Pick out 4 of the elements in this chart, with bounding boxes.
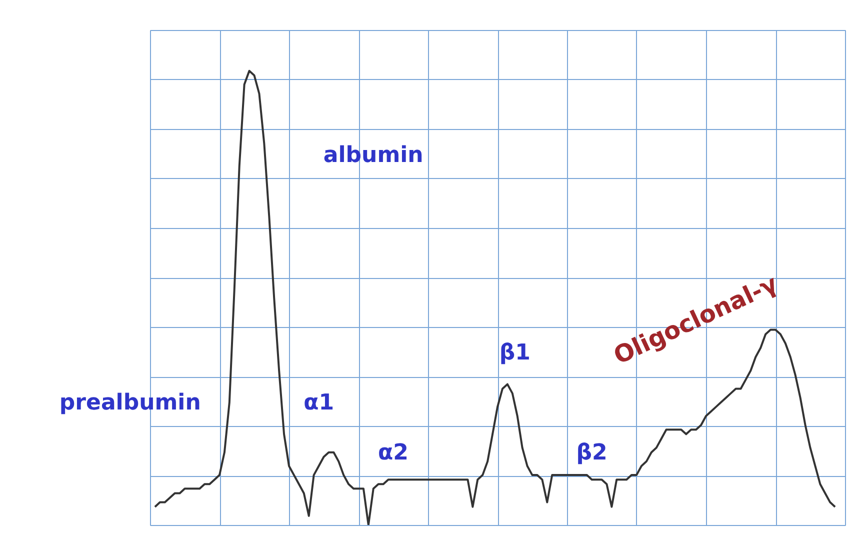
annotation: α1 [304,390,334,416]
annotation: α2 [378,440,408,466]
annotation: β1 [499,340,530,366]
annotation: β2 [576,440,608,466]
